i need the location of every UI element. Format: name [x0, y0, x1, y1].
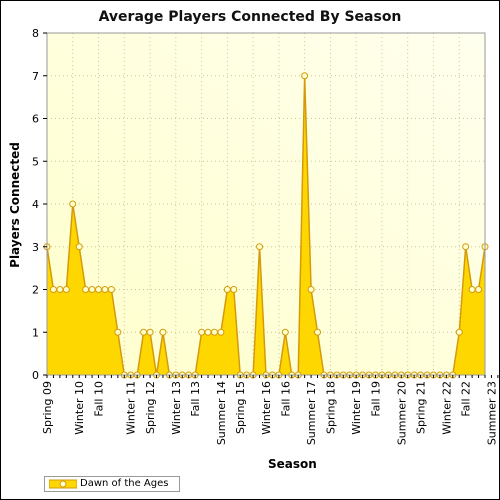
data-point	[62, 286, 70, 293]
x-tick-label: Spring 21	[415, 381, 428, 434]
x-tick-label: Spring 09	[41, 381, 54, 434]
data-point	[455, 328, 463, 336]
legend[interactable]: Dawn of the Ages	[44, 476, 180, 492]
x-tick-label: Winter 16	[260, 381, 273, 435]
x-tick-label: Spring 15	[234, 381, 247, 434]
plot-background	[47, 33, 485, 375]
data-point	[88, 286, 96, 293]
series-area	[47, 75, 485, 375]
y-tick-label: 5	[32, 155, 39, 168]
data-point	[204, 328, 212, 336]
data-point	[256, 243, 264, 251]
x-tick-label: Summer 14	[215, 381, 228, 445]
data-point	[314, 328, 322, 336]
data-point	[475, 286, 483, 293]
data-point	[82, 286, 90, 293]
legend-entry-label: Dawn of the Ages	[80, 478, 169, 489]
data-point	[146, 328, 154, 336]
x-tick-label: Winter 11	[125, 381, 138, 435]
x-tick-label: Winter 22	[440, 381, 453, 435]
x-tick-label: Fall 16	[279, 381, 292, 417]
x-tick-label: Summer 20	[395, 381, 408, 445]
chart-title: Average Players Connected By Season	[98, 9, 402, 25]
x-axis-label: Season	[268, 457, 317, 471]
data-point	[210, 328, 218, 336]
y-tick-label: 8	[32, 27, 39, 40]
y-tick-label: 4	[32, 198, 39, 211]
data-point	[230, 286, 238, 293]
y-tick-label: 6	[32, 113, 39, 126]
data-point	[101, 286, 109, 293]
x-tick-label: Fall 22	[460, 381, 473, 417]
x-tick-label: Summer 23	[485, 381, 498, 445]
data-point	[49, 286, 57, 293]
data-point	[75, 243, 83, 251]
data-point	[301, 72, 309, 80]
x-tick-label: Winter 13	[170, 381, 183, 435]
x-tick-label: Spring 18	[324, 381, 337, 434]
x-tick-label: Spring 12	[144, 381, 157, 434]
data-point	[114, 328, 122, 336]
y-tick-label: 1	[32, 326, 39, 339]
data-point	[468, 286, 476, 293]
x-tick-label: Winter 10	[73, 381, 86, 435]
data-point	[95, 286, 103, 293]
y-tick-label: 3	[32, 241, 39, 254]
y-tick-label: 0	[32, 369, 39, 382]
x-tick-label: Summer 17	[305, 381, 318, 445]
data-point	[107, 286, 115, 293]
data-point	[462, 243, 470, 251]
data-point	[140, 328, 148, 336]
y-tick-label: 2	[32, 284, 39, 297]
x-tick-label: Fall 10	[93, 381, 106, 417]
data-point	[307, 286, 315, 293]
x-tick-label: Fall 13	[189, 381, 202, 417]
data-point	[217, 328, 225, 336]
legend-swatch-icon	[49, 479, 77, 489]
y-tick-label: 7	[32, 70, 39, 83]
x-tick-label: Winter 19	[350, 381, 363, 435]
data-point	[69, 200, 77, 208]
data-point	[281, 328, 289, 336]
data-point	[56, 286, 64, 293]
y-axis-label: Players Connected	[8, 142, 22, 268]
x-tick-label: Fall 19	[370, 381, 383, 417]
data-point	[223, 286, 231, 293]
data-point	[159, 328, 167, 336]
data-point	[198, 328, 206, 336]
